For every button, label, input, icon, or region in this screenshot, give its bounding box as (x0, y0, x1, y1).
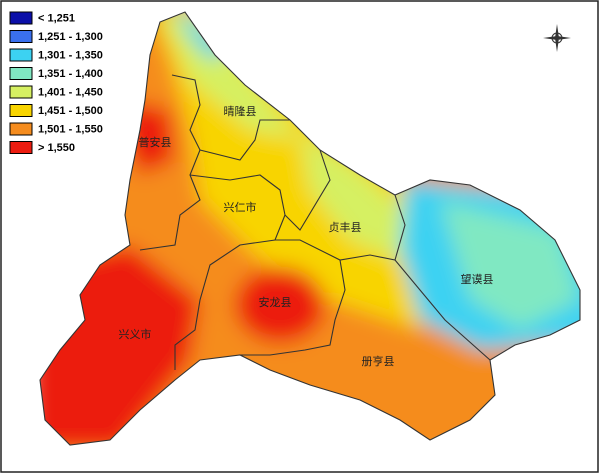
county-borders (139, 74, 491, 370)
county-label: 兴义市 (119, 327, 152, 341)
map-surface (40, 12, 580, 445)
legend-swatch (9, 141, 33, 154)
county-label: 安龙县 (259, 295, 292, 309)
legend-swatch (9, 104, 33, 117)
zone (300, 130, 410, 260)
legend-label: 1,501 - 1,550 (38, 123, 103, 135)
county-label: 望谟县 (461, 273, 494, 286)
legend-label: 1,451 - 1,500 (38, 105, 103, 117)
legend-swatch (9, 11, 33, 25)
county-label: 册亨县 (362, 354, 395, 368)
legend-swatch (9, 30, 33, 43)
legend-label: > 1,550 (38, 142, 75, 154)
county-label: 贞丰县 (329, 220, 362, 234)
legend-label: 1,301 - 1,350 (38, 49, 103, 61)
legend-swatch (9, 122, 33, 136)
compass (543, 24, 571, 52)
legend-swatch (9, 85, 33, 99)
zone (235, 267, 325, 343)
county-label: 兴仁市 (224, 200, 257, 214)
legend-label: < 1,251 (38, 12, 75, 24)
zone (440, 200, 580, 330)
zone (160, 12, 300, 140)
legend-swatch (9, 48, 33, 62)
legend: < 1,251 1,251 - 1,300 1,301 - 1,350 1,351 -… (9, 11, 103, 154)
legend-label: 1,251 - 1,300 (38, 31, 103, 43)
legend-label: 1,401 - 1,450 (38, 86, 103, 98)
county-label: 晴隆县 (224, 104, 257, 118)
county-label: 普安县 (139, 135, 172, 149)
legend-swatch (9, 67, 33, 80)
legend-label: 1,351 - 1,400 (38, 68, 103, 80)
